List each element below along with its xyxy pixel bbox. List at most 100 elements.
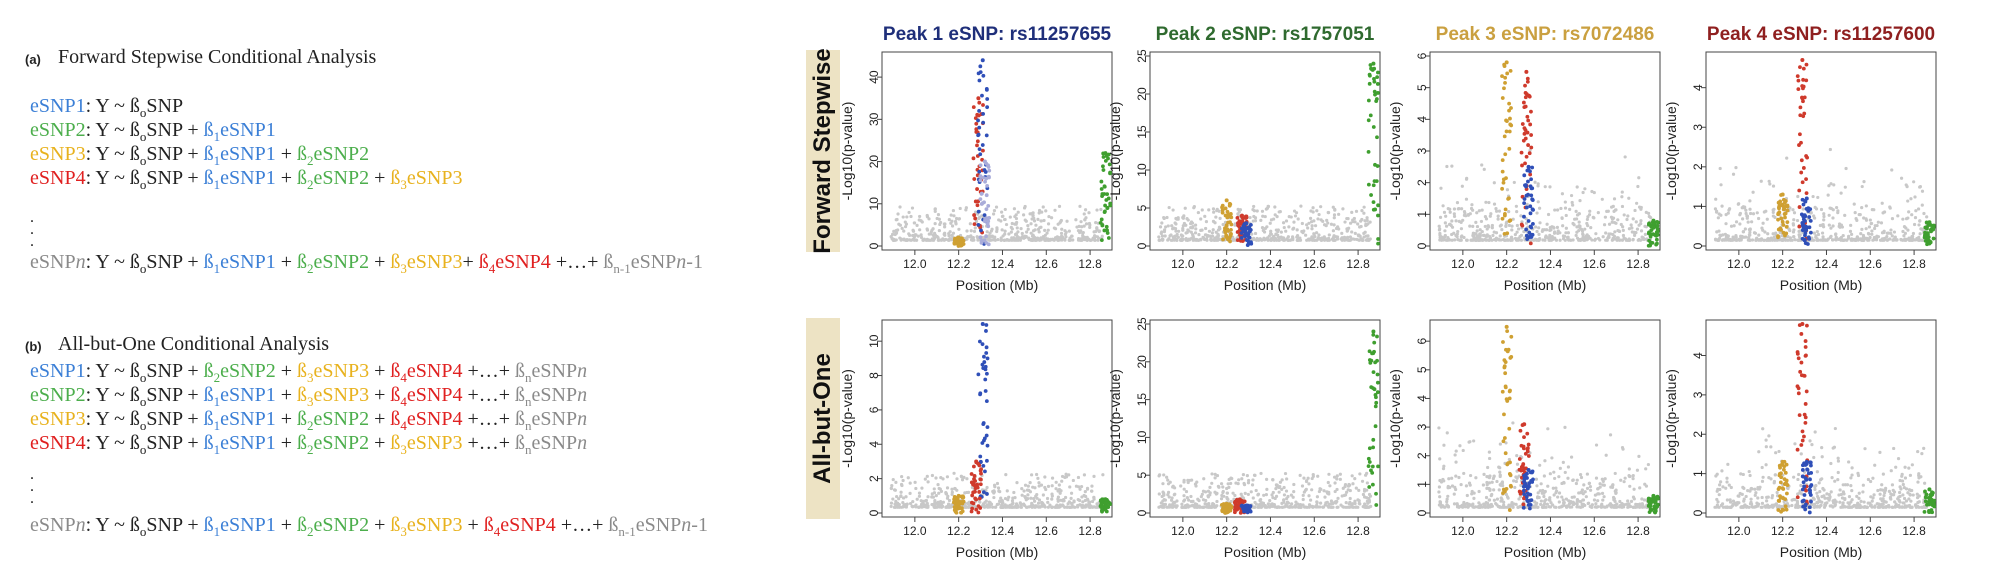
snp-point — [1779, 216, 1784, 221]
snp-point — [1327, 238, 1331, 242]
snp-point — [1285, 500, 1290, 504]
peak-point — [1371, 329, 1376, 334]
snp-point — [927, 232, 931, 236]
snp-point — [1912, 222, 1917, 227]
snp-point — [905, 215, 909, 219]
snp-point — [1282, 498, 1286, 502]
snp-point — [989, 502, 994, 506]
snp-point — [1505, 71, 1510, 76]
snp-point — [1490, 238, 1494, 242]
snp-point — [1247, 225, 1252, 230]
snp-point — [959, 510, 963, 515]
snp-point — [936, 504, 940, 508]
snp-point — [1478, 228, 1482, 232]
snp-point — [1347, 505, 1352, 509]
snp-point — [1036, 501, 1041, 505]
snp-point — [962, 475, 966, 479]
snp-point — [1583, 187, 1587, 191]
snp-point — [916, 234, 920, 238]
snp-point — [982, 504, 986, 508]
snp-point — [1227, 508, 1232, 513]
snp-point — [1056, 499, 1060, 503]
snp-point — [1368, 237, 1372, 241]
snp-point — [1914, 209, 1918, 213]
snp-point — [1157, 235, 1161, 239]
snp-point — [1869, 221, 1874, 226]
snp-point — [1074, 484, 1079, 488]
snp-point — [1213, 490, 1217, 494]
snp-point — [1610, 216, 1614, 220]
snp-point — [983, 377, 988, 382]
snp-point — [898, 223, 902, 227]
snp-point — [1068, 485, 1072, 489]
snp-point — [1611, 232, 1615, 237]
x-tick-label: 12.4 — [1259, 257, 1283, 271]
snp-point — [1542, 503, 1546, 507]
snp-point — [1843, 213, 1847, 217]
snp-point — [1010, 238, 1014, 242]
snp-point — [952, 240, 957, 245]
snp-point — [1553, 230, 1557, 234]
snp-point — [1495, 479, 1499, 484]
snp-point — [1578, 224, 1582, 228]
snp-point — [1720, 204, 1724, 208]
snp-point — [1598, 238, 1602, 242]
snp-point — [1534, 225, 1538, 229]
snp-point — [1100, 194, 1104, 199]
snp-point — [915, 497, 919, 501]
snp-point — [1082, 224, 1086, 228]
snp-point — [904, 504, 909, 508]
snp-point — [987, 168, 992, 173]
snp-point — [1006, 498, 1010, 502]
snp-point — [1194, 484, 1198, 488]
snp-point — [1587, 481, 1592, 485]
snp-point — [936, 213, 941, 217]
snp-point — [1519, 233, 1524, 237]
snp-point — [1640, 504, 1644, 509]
y-tick-label: 0 — [1415, 242, 1429, 249]
snp-point — [1516, 238, 1521, 242]
snp-point — [1607, 222, 1612, 226]
snp-point — [1497, 488, 1501, 492]
y-axis-label: -Log10(p-value) — [1387, 102, 1403, 201]
snp-point — [1050, 484, 1054, 488]
snp-point — [1437, 490, 1441, 494]
snp-point — [1375, 75, 1380, 79]
snp-point — [1722, 238, 1727, 242]
snp-point — [1801, 86, 1805, 91]
snp-point — [1203, 502, 1207, 506]
y-tick-label: 2 — [867, 475, 881, 482]
snp-point — [1503, 451, 1508, 456]
snp-point — [1585, 472, 1589, 476]
snp-point — [1761, 475, 1765, 479]
snp-point — [892, 488, 897, 492]
snp-point — [1376, 241, 1380, 246]
snp-point — [1171, 208, 1175, 212]
snp-point — [1087, 505, 1091, 509]
snp-point — [1554, 238, 1559, 242]
snp-point — [1207, 502, 1211, 506]
snp-point — [1376, 237, 1380, 241]
snp-point — [1741, 217, 1745, 221]
snp-point — [1478, 238, 1482, 242]
snp-point — [1263, 214, 1267, 219]
snp-point — [1647, 238, 1652, 243]
snp-point — [1267, 234, 1271, 238]
snp-point — [954, 221, 958, 225]
snp-point — [1625, 217, 1629, 222]
snp-point — [1797, 235, 1802, 239]
snp-point — [978, 454, 983, 459]
snp-point — [1804, 177, 1808, 182]
snp-point — [1099, 187, 1104, 191]
y-tick-label: 25 — [1135, 317, 1149, 331]
snp-point — [1160, 238, 1165, 242]
snp-point — [1477, 489, 1481, 494]
snp-point — [1438, 233, 1442, 237]
x-axis-label: Position (Mb) — [1504, 277, 1586, 293]
snp-point — [1175, 232, 1179, 237]
snp-point — [1537, 206, 1542, 210]
snp-point — [1189, 230, 1193, 234]
snp-point — [1553, 208, 1557, 212]
snp-point — [1238, 208, 1243, 212]
snp-point — [1543, 459, 1547, 463]
